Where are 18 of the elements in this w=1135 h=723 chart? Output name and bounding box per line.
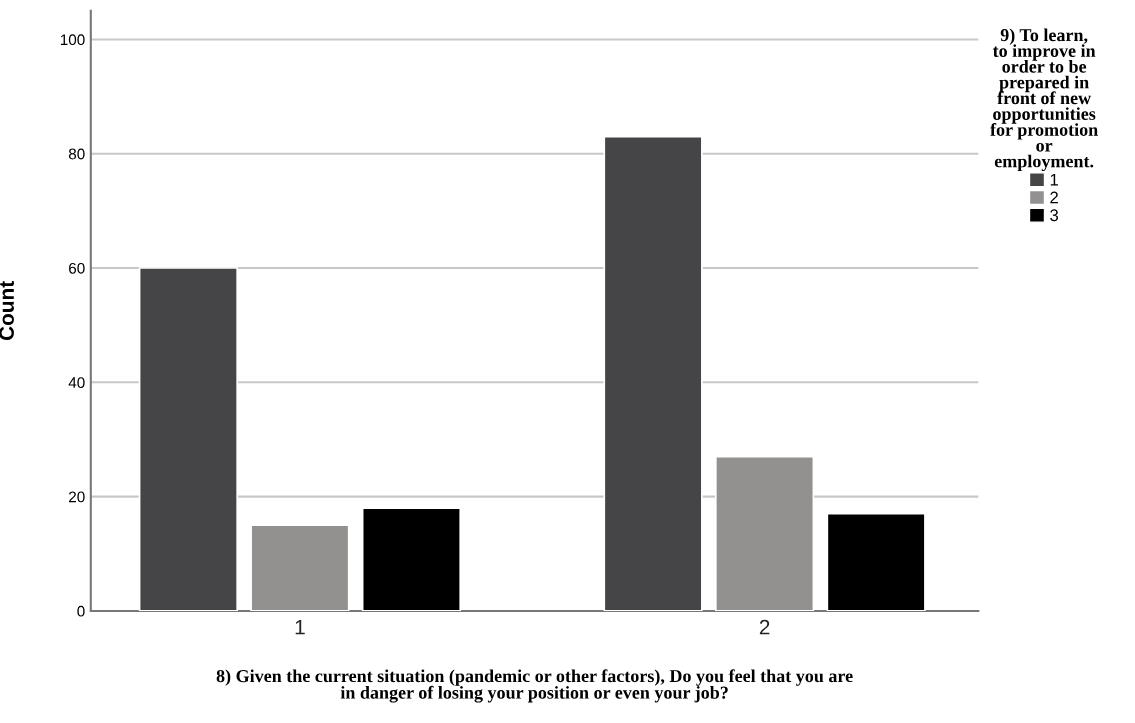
- y-tick-label: 100: [60, 34, 85, 46]
- y-tick-label: 0: [77, 605, 85, 617]
- bar: [714, 455, 815, 611]
- legend-label: 3: [1050, 209, 1059, 222]
- bar: [361, 507, 462, 611]
- legend-label: 2: [1050, 191, 1058, 204]
- bar: [138, 267, 239, 611]
- bar: [826, 512, 926, 611]
- text: 9) To learn, to improve in order to be prepared in front of new opportunities for promotion or employment.: [990, 28, 1098, 172]
- y-tick-label: 40: [68, 377, 85, 389]
- y-tick-label: 20: [69, 491, 85, 503]
- y-tick-label: 60: [69, 262, 85, 274]
- x-axis-title: 8) Given the current situation (pandemic or other factors), Do you feel that you are in danger of losing your position or even your job?: [216, 669, 853, 703]
- bar: [250, 524, 350, 611]
- legend-label: 1: [1050, 173, 1058, 186]
- bar: [603, 135, 703, 611]
- y-tick-label: 80: [68, 148, 85, 160]
- y-axis-title: Count: [0, 281, 14, 341]
